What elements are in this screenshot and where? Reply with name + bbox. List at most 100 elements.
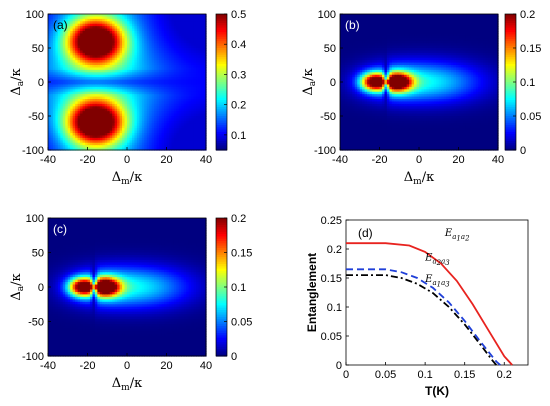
heatmap-cell — [340, 99, 344, 103]
heatmap-cell — [166, 118, 170, 122]
heatmap-cell — [107, 111, 111, 115]
heatmap-cell — [139, 91, 143, 95]
heatmap-cell — [85, 77, 89, 81]
heatmap-cell — [102, 57, 106, 61]
heatmap-cell — [117, 67, 121, 71]
heatmap-cell — [57, 43, 61, 47]
heatmap-cell — [344, 123, 349, 127]
heatmap-cell — [149, 142, 153, 146]
heatmap-cell — [161, 96, 165, 100]
heatmap-cell — [89, 108, 94, 112]
heatmap-cell — [77, 120, 81, 124]
heatmap-cell — [364, 137, 368, 141]
heatmap-cell — [144, 38, 148, 42]
heatmap-cell — [92, 116, 96, 120]
heatmap-cell — [367, 96, 371, 100]
heatmap-cell — [99, 103, 103, 107]
heatmap-cell — [119, 108, 123, 112]
heatmap-cell — [89, 96, 94, 100]
heatmap-cell — [131, 91, 136, 95]
heatmap-cell — [168, 40, 173, 44]
heatmap-cell — [149, 86, 153, 90]
heatmap-cell — [75, 82, 79, 86]
heatmap-cell — [102, 113, 106, 117]
heatmap-cell — [107, 69, 111, 73]
heatmap-cell — [50, 14, 54, 18]
heatmap-cell — [131, 125, 136, 129]
heatmap-cell — [198, 14, 202, 18]
heatmap-cell — [62, 62, 66, 66]
heatmap-cell — [67, 145, 71, 149]
heatmap-cell — [117, 77, 121, 81]
heatmap-cell — [154, 43, 158, 47]
heatmap-cell — [186, 50, 190, 54]
heatmap-cell — [384, 89, 388, 93]
heatmap-cell — [99, 118, 103, 122]
heatmap-cell — [201, 16, 205, 20]
heatmap-cell — [80, 94, 84, 98]
heatmap-cell — [359, 67, 363, 71]
heatmap-cell — [119, 35, 123, 39]
heatmap-cell — [131, 130, 136, 134]
heatmap-cell — [166, 52, 170, 56]
heatmap-cell — [181, 96, 185, 100]
heatmap-cell — [183, 60, 187, 64]
heatmap-cell — [87, 94, 91, 98]
heatmap-cell — [389, 84, 393, 88]
heatmap-cell — [89, 111, 94, 115]
heatmap-cell — [50, 145, 54, 149]
heatmap-cell — [359, 14, 363, 18]
heatmap-cell — [146, 77, 150, 81]
heatmap-cell — [112, 65, 116, 69]
heatmap-cell — [161, 106, 165, 110]
heatmap-cell — [109, 123, 113, 127]
heatmap-cell — [67, 116, 71, 120]
heatmap-cell — [82, 89, 86, 93]
heatmap-cell — [104, 40, 108, 44]
heatmap-cell — [201, 111, 205, 115]
heatmap-cell — [369, 52, 373, 56]
heatmap-cell — [141, 43, 145, 47]
heatmap-cell — [379, 62, 383, 66]
heatmap-cell — [146, 91, 150, 95]
heatmap-cell — [114, 135, 118, 139]
heatmap-cell — [362, 86, 366, 90]
colorbar-segment — [216, 66, 227, 69]
heatmap-cell — [136, 16, 140, 20]
heatmap-cell — [196, 89, 200, 93]
heatmap-cell — [364, 67, 368, 71]
heatmap-cell — [52, 101, 57, 105]
heatmap-cell — [124, 140, 128, 144]
heatmap-cell — [349, 125, 353, 129]
heatmap-cell — [377, 31, 381, 35]
heatmap-cell — [50, 77, 54, 81]
heatmap-cell — [134, 23, 138, 27]
heatmap-cell — [389, 106, 393, 110]
heatmap-cell — [60, 137, 64, 141]
heatmap-cell — [89, 38, 94, 42]
heatmap-cell — [151, 84, 155, 88]
heatmap-cell — [92, 72, 96, 76]
heatmap-cell — [65, 82, 69, 86]
heatmap-cell — [48, 48, 52, 52]
heatmap-cell — [156, 125, 160, 129]
heatmap-cell — [151, 133, 155, 137]
heatmap-cell — [80, 106, 84, 110]
heatmap-cell — [171, 65, 175, 69]
heatmap-cell — [87, 89, 91, 93]
heatmap-cell — [52, 135, 57, 139]
heatmap-cell — [112, 82, 116, 86]
heatmap-cell — [359, 120, 363, 124]
heatmap-cell — [112, 23, 116, 27]
heatmap-cell — [146, 147, 150, 151]
heatmap-cell — [114, 89, 118, 93]
heatmap-cell — [92, 135, 96, 139]
heatmap-cell — [92, 26, 96, 30]
heatmap-cell — [62, 33, 66, 37]
heatmap-cell — [119, 26, 123, 30]
heatmap-cell — [112, 118, 116, 122]
heatmap-cell — [374, 55, 378, 59]
heatmap-cell — [181, 101, 185, 105]
heatmap-cell — [94, 35, 98, 39]
heatmap-cell — [379, 145, 383, 149]
